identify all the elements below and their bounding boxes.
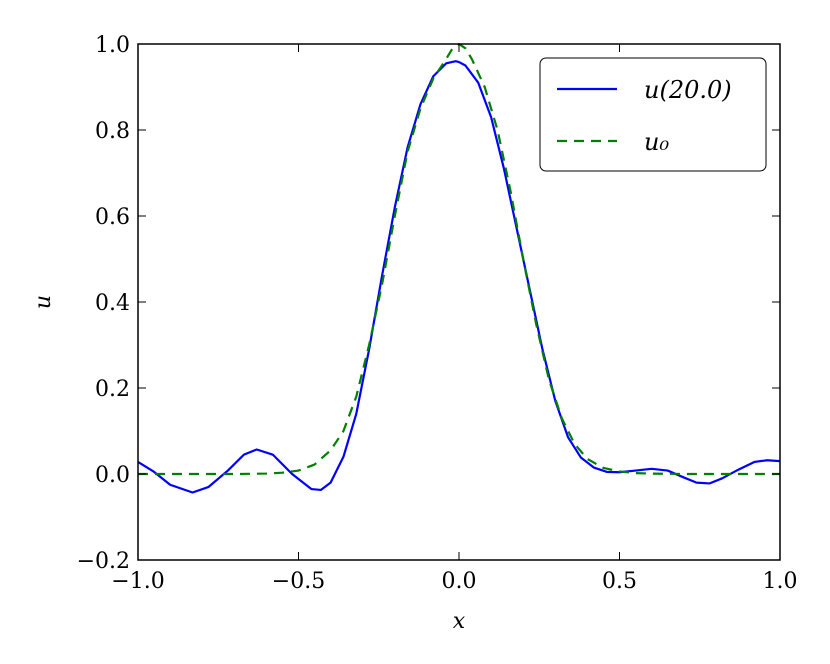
y-tick-label: 0.0 <box>95 463 130 488</box>
legend-box <box>539 57 767 172</box>
x-tick-label: 1.0 <box>763 569 798 594</box>
y-tick-label: 0.8 <box>95 119 130 144</box>
x-tick-label: −1.0 <box>111 569 164 594</box>
y-axis-label: u <box>31 295 56 309</box>
x-tick-label: −0.5 <box>272 569 325 594</box>
y-tick-label: 0.6 <box>95 205 130 230</box>
x-tick-label: 0.0 <box>442 569 477 594</box>
x-tick-label: 0.5 <box>602 569 637 594</box>
x-axis-label: x <box>453 609 466 634</box>
y-tick-label: −0.2 <box>77 549 130 574</box>
legend-label-u20: u(20.0) <box>644 76 732 104</box>
y-tick-label: 0.2 <box>95 377 130 402</box>
legend-label-u0: u₀ <box>644 128 669 156</box>
series-line-0 <box>137 60 781 494</box>
y-tick-label: 0.4 <box>95 291 130 316</box>
y-tick-label: 1.0 <box>95 33 130 58</box>
ticks-layer: −1.0 −0.5 0.0 0.5 1.0 −0.2 0.0 0.2 0.4 0.6 0.8 1.0 <box>77 33 798 594</box>
legend: u(20.0) u₀ <box>539 57 767 172</box>
